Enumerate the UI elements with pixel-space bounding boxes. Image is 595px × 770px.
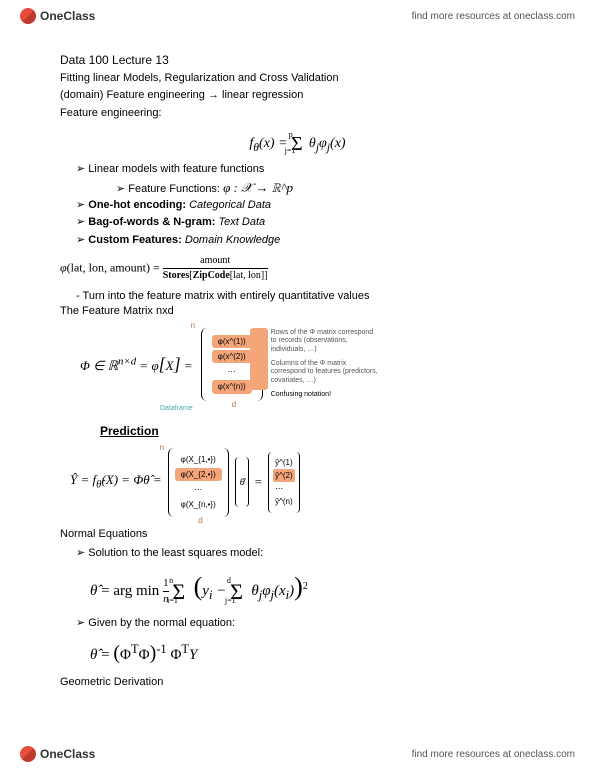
argmin-formula: θ̂ = arg min 1n Σni=1 (yi − Σdj=1 θjφj(x… [90, 569, 535, 607]
logo-icon [20, 746, 36, 762]
matrix-title: The Feature Matrix nxd [60, 304, 535, 319]
dim-n-label-2: n [160, 442, 164, 453]
brand-logo: OneClass [20, 8, 95, 24]
bullet-bow: Bag-of-words & N-gram: Text Data [76, 215, 535, 230]
bullet-feature-fn: Feature Functions: φ : 𝒳 → ℝ^p [116, 179, 535, 197]
yhat-vector: ŷ^(1) ŷ^(2) ⋯ ŷ^(n) [268, 452, 300, 513]
matrix-row: ⋯ [212, 365, 252, 378]
custom-feature-formula: φ(lat, lon, amount) = amountStores[ZipCo… [60, 254, 535, 283]
bullet-given-normal: Given by the normal equation: [76, 616, 535, 631]
dim-d-label-2: d [198, 515, 202, 526]
dim-n-label: n [191, 320, 195, 331]
dash-turn-into: Turn into the feature matrix with entire… [76, 289, 535, 304]
page-header: OneClass find more resources at oneclass… [0, 0, 595, 32]
custom-rest: Domain Knowledge [182, 234, 280, 246]
yhat-entry: ŷ^(n) [273, 495, 295, 508]
phi-matrix-bracket: φ(x^(1)) φ(x^(2)) ⋯ φ(x^(n)) [201, 328, 263, 401]
page-footer: OneClass find more resources at oneclass… [0, 738, 595, 770]
matrix-row: φ(x^(n)) [212, 380, 252, 393]
brand-name-footer: OneClass [40, 747, 95, 761]
matrix-row: φ(x^(2)) [212, 350, 252, 363]
onehot-bold: One-hot encoding: [88, 199, 186, 211]
prediction-heading: Prediction [100, 423, 535, 440]
bullet-custom: Custom Features: Domain Knowledge [76, 233, 535, 248]
bullet-solution: Solution to the least squares model: [76, 546, 535, 561]
annotation-confusing: Confusing notation! [271, 391, 381, 399]
annotation-rows: Rows of the Φ matrix correspond to recor… [271, 329, 381, 354]
onehot-rest: Categorical Data [186, 199, 271, 211]
dim-d-label: d [232, 399, 236, 410]
lecture-topic: Fitting linear Models, Regularization an… [60, 71, 535, 86]
model-formula: fθ(x) = Σpj=1 θjφj(x) [60, 127, 535, 156]
yhat-entry: ŷ^(2) [273, 469, 295, 482]
theta-vector: θ̂ [235, 457, 249, 507]
pred-row: φ(X_{n,•}) [175, 498, 222, 511]
equals-sign: = [255, 473, 262, 491]
feature-matrix-diagram: Φ ∈ ℝn×d = φ[X] = n φ(x^(1)) φ(x^(2)) ⋯ … [80, 328, 535, 401]
pred-matrix: φ(X_{1,•}) φ(X_{2,•}) ⋯ φ(X_{n,•}) [168, 448, 229, 517]
theta-label: θ̂ [240, 476, 244, 489]
brand-name: OneClass [40, 9, 95, 23]
yhat-entry: ŷ^(1) [273, 456, 295, 469]
phi-lhs: Φ ∈ ℝn×d = φ[X] = [80, 352, 193, 377]
bow-rest: Text Data [215, 216, 265, 228]
geometric-derivation: Geometric Derivation [60, 675, 535, 690]
course-title: Data 100 Lecture 13 [60, 52, 535, 69]
bullet-linear-models: Linear models with feature functions [76, 162, 535, 177]
bow-bold: Bag-of-words & N-gram: [88, 216, 215, 228]
custom-bold: Custom Features: [88, 234, 182, 246]
matrix-row: φ(x^(1)) [212, 335, 252, 348]
logo-icon [20, 8, 36, 24]
bullet-list: Linear models with feature functions Fea… [76, 162, 535, 248]
footer-link[interactable]: find more resources at oneclass.com [412, 749, 575, 760]
document-body: Data 100 Lecture 13 Fitting linear Model… [0, 32, 595, 731]
header-link[interactable]: find more resources at oneclass.com [412, 11, 575, 22]
normal-eq-formula: θ̂ = (ΦTΦ)-1 ΦTY [90, 639, 535, 667]
fe-heading: Feature engineering: [60, 106, 535, 121]
dataframe-label: Dataframe [160, 405, 270, 413]
domain-line: (domain) Feature engineering → linear re… [60, 88, 535, 103]
pred-row: φ(X_{2,•}) [175, 468, 222, 481]
prediction-diagram: Ŷ = fθ̂(X) = Φθ̂ = n φ(X_{1,•}) φ(X_{2,•… [70, 448, 535, 517]
bullet-onehot: One-hot encoding: Categorical Data [76, 198, 535, 213]
pred-row: ⋯ [175, 483, 222, 496]
pred-row: φ(X_{1,•}) [175, 453, 222, 466]
column-highlight [250, 328, 268, 390]
matrix-annotations: Rows of the Φ matrix correspond to recor… [271, 329, 381, 400]
feature-fn-formula: φ : 𝒳 → ℝ^p [223, 180, 293, 195]
pred-lhs: Ŷ = fθ̂(X) = Φθ̂ = [70, 471, 162, 493]
brand-logo-footer: OneClass [20, 746, 95, 762]
feature-fn-label: Feature Functions: [128, 183, 223, 195]
normal-eq-heading: Normal Equations [60, 527, 535, 542]
annotation-cols: Columns of the Φ matrix correspond to fe… [271, 360, 381, 385]
yhat-entry: ⋯ [273, 482, 295, 495]
